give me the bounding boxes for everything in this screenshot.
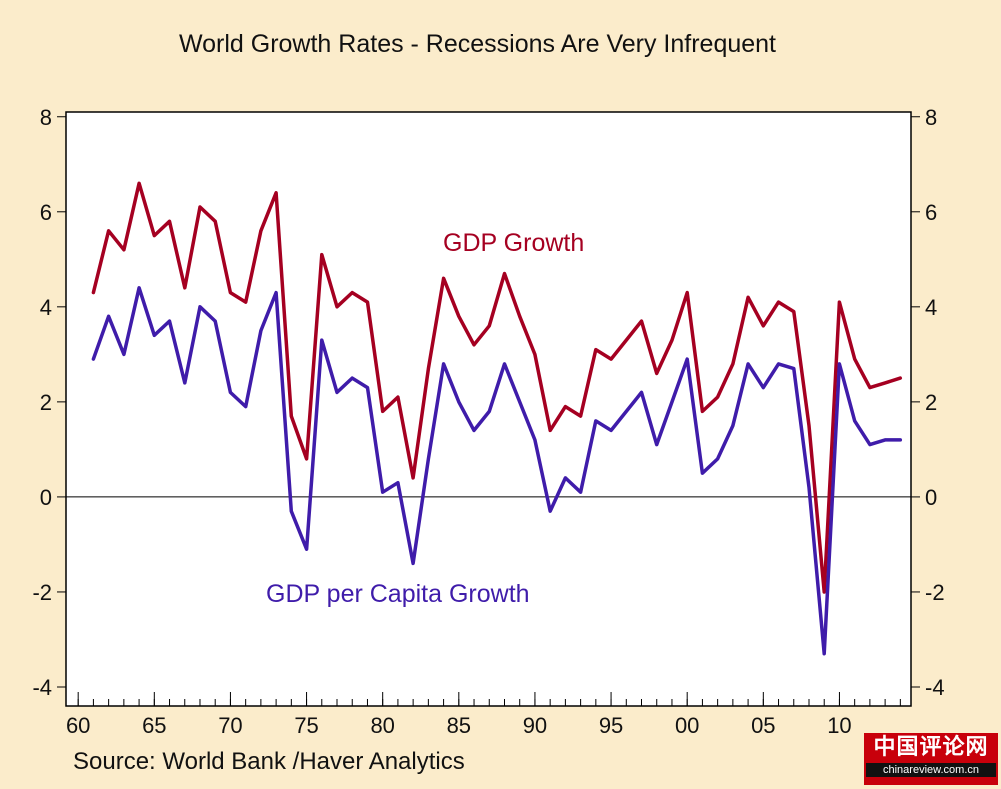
x-tick-label: 95 [599,713,623,738]
watermark-url: chinareview.com.cn [866,763,996,777]
x-tick-label: 70 [218,713,242,738]
x-tick-label: 90 [523,713,547,738]
watermark-logo: 中国评论网 chinareview.com.cn [864,733,998,785]
series-label-gdp-growth: GDP Growth [443,229,584,257]
y-right-tick-label: 0 [925,485,937,510]
y-left-tick-label: 0 [40,485,52,510]
y-right-tick-label: -2 [925,580,945,605]
y-left-tick-label: -2 [32,580,52,605]
y-right-tick-label: 4 [925,295,937,320]
y-left-tick-label: 4 [40,295,52,320]
y-right-tick-label: 6 [925,200,937,225]
y-left-tick-label: 2 [40,390,52,415]
x-tick-label: 60 [66,713,90,738]
series-line-0 [91,181,903,594]
x-tick-label: 10 [827,713,851,738]
watermark-text: 中国评论网 [873,735,989,760]
x-tick-label: 85 [447,713,471,738]
series-layer [91,181,903,656]
y-left-tick-label: -4 [32,675,52,700]
y-right-tick-label: 2 [925,390,937,415]
y-right-tick-label: -4 [925,675,945,700]
chart-title: World Growth Rates - Recessions Are Very… [178,30,777,58]
x-tick-label: 65 [142,713,166,738]
y-left-tick-label: 6 [40,200,52,225]
x-axis: 60 65 70 75 80 85 90 95 00 05 10 [66,692,901,738]
y-right-tick-label: 8 [925,105,937,130]
x-tick-label: 75 [294,713,318,738]
x-tick-label: 00 [675,713,699,738]
y-left-tick-label: 8 [40,105,52,130]
y-axis-left: -4 -2 0 2 4 6 8 [32,105,66,700]
x-tick-label: 05 [751,713,775,738]
y-axis-right: -4 -2 0 2 4 6 8 [911,105,945,700]
series-label-gdp-per-capita-growth: GDP per Capita Growth [266,580,530,608]
source-note: Source: World Bank /Haver Analytics [73,748,465,775]
series-line-1 [91,286,903,656]
x-tick-label: 80 [370,713,394,738]
